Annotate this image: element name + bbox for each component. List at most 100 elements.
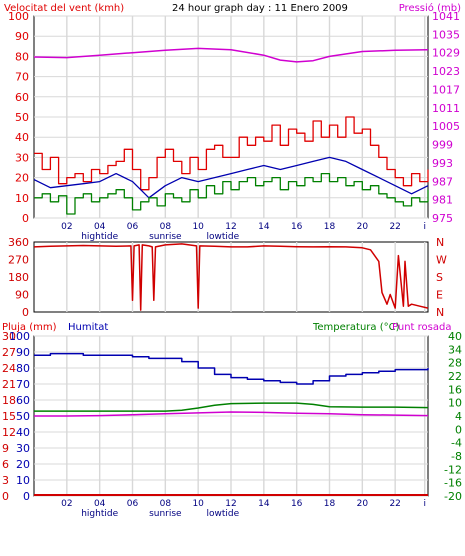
temperature-y-tick-2: -12 [444,463,462,476]
wind-y-tick-40: 40 [15,131,29,144]
humidity-y-tick-90: 90 [16,346,30,359]
compass-label-4: N [436,306,444,319]
wind-direction-series-line [33,243,429,311]
wind-y-tick-70: 70 [15,71,29,84]
rain-title: Pluja (mm) [2,322,57,333]
avg_wind-series-line [33,156,429,199]
wind-event-hightide: hightide [81,232,118,242]
wind-y-tick-10: 10 [15,192,29,205]
rain-y-tick-24: 24 [2,362,16,375]
humidity-y-tick-0: 0 [23,490,30,503]
dewpoint-title: Punt rosada [392,322,451,333]
rain-y-tick-27: 27 [2,346,16,359]
pressure-y-tick-1029: 1029 [432,47,460,60]
wind-y-tick-80: 80 [15,50,29,63]
temperature-y-tick-1: -16 [444,477,462,490]
pressure-title: Pressió (mb) [399,2,461,14]
wind-y-tick-50: 50 [15,111,29,124]
pressure-series-line [33,47,429,63]
humidity-y-tick-50: 50 [16,410,30,423]
temperature-series-line [34,402,429,412]
temperature-y-tick-0: -20 [444,490,462,503]
pressure-y-tick-1011: 1011 [432,102,460,115]
humidity-y-tick-10: 10 [16,474,30,487]
temperature-y-tick-12: 40 [448,330,462,343]
low_wind-series-line [34,172,429,215]
humidity-time-label-12: 12 [225,499,236,509]
dewpoint-series-line [34,411,429,417]
wind-time-label-04: 04 [94,222,106,232]
wind-time-label-16: 16 [291,222,303,232]
temperature-title: Temperatura (°C) [312,322,400,333]
wind-time-label-10: 10 [192,222,204,232]
humidity-time-label-08: 08 [160,499,172,509]
rain-y-tick-3: 3 [2,474,9,487]
pressure-y-tick-993: 993 [432,157,453,170]
rain-y-tick-0: 0 [2,490,9,503]
humidity-event-lowtide: lowtide [206,509,239,519]
pressure-y-tick-975: 975 [432,212,453,225]
data-series [33,47,429,496]
humidity-time-label-02: 02 [61,499,72,509]
wind-y-tick-30: 30 [15,151,29,164]
wind-speed-title: Velocitat del vent (kmh) [4,3,124,14]
wind-y-tick-20: 20 [15,172,29,185]
rain-y-tick-21: 21 [2,378,16,391]
pressure-y-tick-981: 981 [432,194,453,207]
rain-y-tick-15: 15 [2,410,16,423]
pressure-y-tick-1005: 1005 [432,120,460,133]
temperature-y-tick-8: 16 [448,383,462,396]
compass-label-1: W [436,254,447,267]
humidity-y-tick-30: 30 [16,442,30,455]
pressure-y-tick-999: 999 [432,139,453,152]
pressure-y-tick-1023: 1023 [432,65,460,78]
wind-time-label-08: 08 [160,222,172,232]
humidity-time-label-18: 18 [324,499,336,509]
wind-y-tick-100: 100 [8,10,29,23]
wind-y-tick-0: 0 [22,212,29,225]
rain-y-tick-9: 9 [2,442,9,455]
temperature-y-tick-9: 22 [448,370,462,383]
direction-y-tick-0: 0 [22,306,29,319]
humidity-time-label-20: 20 [357,499,369,509]
rain-y-tick-12: 12 [2,426,16,439]
humidity-time-label-14: 14 [258,499,270,509]
humidity-time-label-06: 06 [127,499,139,509]
wind-time-label-02: 02 [61,222,72,232]
pressure-y-tick-987: 987 [432,175,453,188]
compass-label-2: S [436,271,443,284]
graph-date-title: 24 hour graph day : 11 Enero 2009 [172,3,348,14]
pressure-y-tick-1035: 1035 [432,28,460,41]
pressure-y-tick-1041: 1041 [432,10,460,23]
humidity-y-tick-80: 80 [16,362,30,375]
humidity-time-label-16: 16 [291,499,303,509]
wind-time-label-18: 18 [324,222,336,232]
direction-y-tick-360: 360 [8,236,29,249]
rain-y-tick-30: 30 [2,330,16,343]
wind-time-label-22: 22 [389,222,400,232]
humidity-time-label-04: 04 [94,499,106,509]
wind-time-label-20: 20 [357,222,369,232]
humidity-y-tick-70: 70 [16,378,30,391]
temperature-y-tick-3: -8 [451,450,462,463]
humidity-y-tick-100: 100 [9,330,30,343]
wind-event-sunrise: sunrise [149,232,182,242]
humidity-title: Humitat [68,322,108,333]
humidity-y-tick-20: 20 [16,458,30,471]
humidity-y-tick-60: 60 [16,394,30,407]
axis-labels: 0102030405060708090100975981987993999100… [2,10,462,519]
humidity-y-tick-40: 40 [16,426,30,439]
humidity-event-sunrise: sunrise [149,509,182,519]
wind-time-label-12: 12 [225,222,236,232]
compass-label-3: E [436,289,443,302]
humidity-time-label-i: i [423,499,426,509]
temperature-y-tick-6: 4 [455,410,462,423]
direction-y-tick-270: 270 [8,254,29,267]
wind-time-label-06: 06 [127,222,139,232]
temperature-y-tick-5: 0 [455,423,462,436]
temperature-y-tick-11: 34 [448,343,462,356]
wind-time-label-14: 14 [258,222,270,232]
rain-y-tick-18: 18 [2,394,16,407]
direction-y-tick-90: 90 [15,289,29,302]
